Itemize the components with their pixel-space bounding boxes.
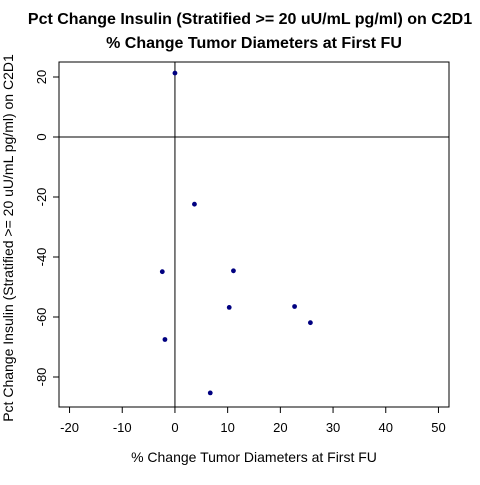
y-axis-label: Pct Change Insulin (Stratified >= 20 uU/… — [0, 54, 16, 422]
data-point — [231, 268, 236, 274]
x-tick-label: -10 — [113, 420, 132, 435]
data-point — [192, 201, 197, 207]
y-tick-label: -40 — [34, 248, 49, 267]
data-point — [292, 304, 297, 309]
chart-title-line2: % Change Tumor Diameters at First FU — [106, 35, 402, 52]
x-axis-label: % Change Tumor Diameters at First FU — [131, 449, 377, 465]
y-tick-label: -20 — [34, 188, 49, 207]
x-tick-label: 0 — [171, 420, 178, 435]
data-points — [159, 70, 313, 396]
plot-border — [58, 61, 450, 408]
x-tick-label: 50 — [431, 420, 445, 435]
data-point — [172, 70, 178, 76]
y-tick-label: 20 — [34, 70, 49, 84]
data-point — [226, 305, 232, 310]
data-point — [159, 269, 165, 275]
y-tick-label: 0 — [34, 133, 49, 140]
chart-title-line1: Pct Change Insulin (Stratified >= 20 uU/… — [28, 11, 472, 28]
x-tick-label: 10 — [220, 420, 234, 435]
y-tick-label: -60 — [34, 308, 49, 327]
x-tick-label: 30 — [326, 420, 340, 435]
x-axis: -20 -10 0 10 20 30 40 50 — [60, 407, 446, 435]
x-tick-label: 20 — [273, 420, 287, 435]
reference-lines — [59, 62, 449, 407]
y-tick-label: -80 — [34, 368, 49, 387]
x-tick-label: 40 — [379, 420, 393, 435]
data-point — [207, 390, 213, 396]
x-tick-label: -20 — [60, 420, 79, 435]
plot-area — [58, 61, 450, 408]
data-point — [162, 337, 168, 342]
y-axis: 20 0 -20 -40 -60 -80 — [34, 70, 59, 387]
data-point — [307, 320, 313, 326]
